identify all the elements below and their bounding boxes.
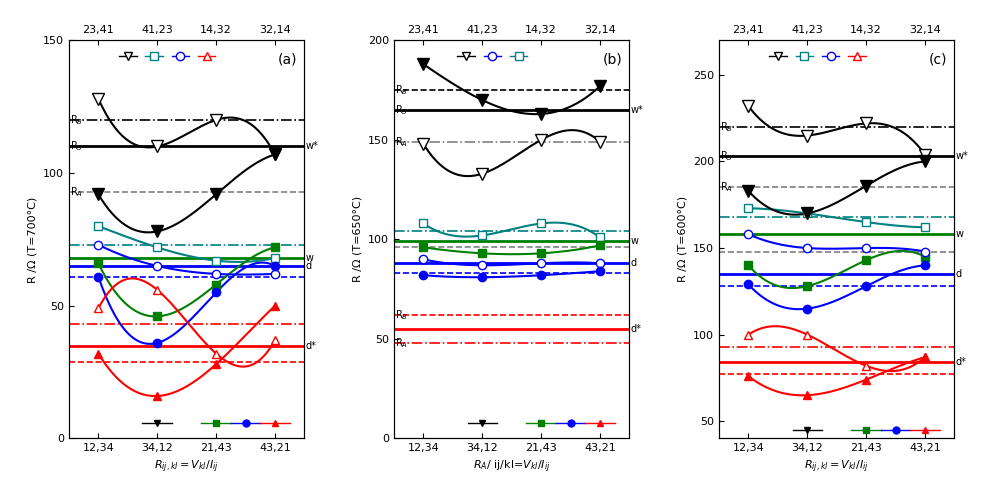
Y-axis label: R /Ω (T=600°C): R /Ω (T=600°C) <box>677 197 688 282</box>
Text: w: w <box>631 236 639 246</box>
Y-axis label: R /Ω (T=700°C): R /Ω (T=700°C) <box>28 196 37 283</box>
Text: d: d <box>955 269 961 279</box>
Text: R$_S$: R$_S$ <box>720 149 733 163</box>
Legend: , , , : , , , <box>768 49 869 63</box>
Text: R$_A$: R$_A$ <box>396 135 408 149</box>
Y-axis label: R /Ω (T=650°C): R /Ω (T=650°C) <box>352 197 362 282</box>
Text: w*: w* <box>631 105 644 115</box>
Text: (c): (c) <box>929 52 948 66</box>
Text: R$_B$: R$_B$ <box>720 120 733 134</box>
Text: R$_B$: R$_B$ <box>70 113 84 127</box>
Text: w: w <box>955 229 963 239</box>
X-axis label: $R_{ij,kl}= V_{kl}/I_{ij}$: $R_{ij,kl}= V_{kl}/I_{ij}$ <box>154 459 219 475</box>
Text: R$_A$: R$_A$ <box>720 180 733 195</box>
Text: d*: d* <box>306 341 317 351</box>
Legend: , , , : , , , <box>117 49 218 63</box>
Text: w*: w* <box>306 142 319 152</box>
X-axis label: $R_A$/ ij/kl=$V_{kl}/I_{ij}$: $R_A$/ ij/kl=$V_{kl}/I_{ij}$ <box>473 459 550 475</box>
Text: R$_A$: R$_A$ <box>70 185 83 199</box>
Text: R$_S$: R$_S$ <box>70 140 83 153</box>
Text: d: d <box>631 258 637 268</box>
Text: R$_B$: R$_B$ <box>396 308 408 322</box>
Text: R$_B$: R$_B$ <box>396 83 408 97</box>
X-axis label: $R_{ij,kl}= V_{kl}/I_{ij}$: $R_{ij,kl}= V_{kl}/I_{ij}$ <box>804 459 869 475</box>
Text: (a): (a) <box>277 52 297 66</box>
Text: d*: d* <box>955 357 966 367</box>
Text: w: w <box>306 253 314 263</box>
Text: R$_A$: R$_A$ <box>396 336 408 350</box>
Text: R$_S$: R$_S$ <box>396 103 408 117</box>
Legend: , , : , , <box>456 49 530 63</box>
Text: (b): (b) <box>602 52 623 66</box>
Text: d*: d* <box>631 324 642 334</box>
Text: w*: w* <box>955 151 968 161</box>
Text: d: d <box>306 261 312 271</box>
